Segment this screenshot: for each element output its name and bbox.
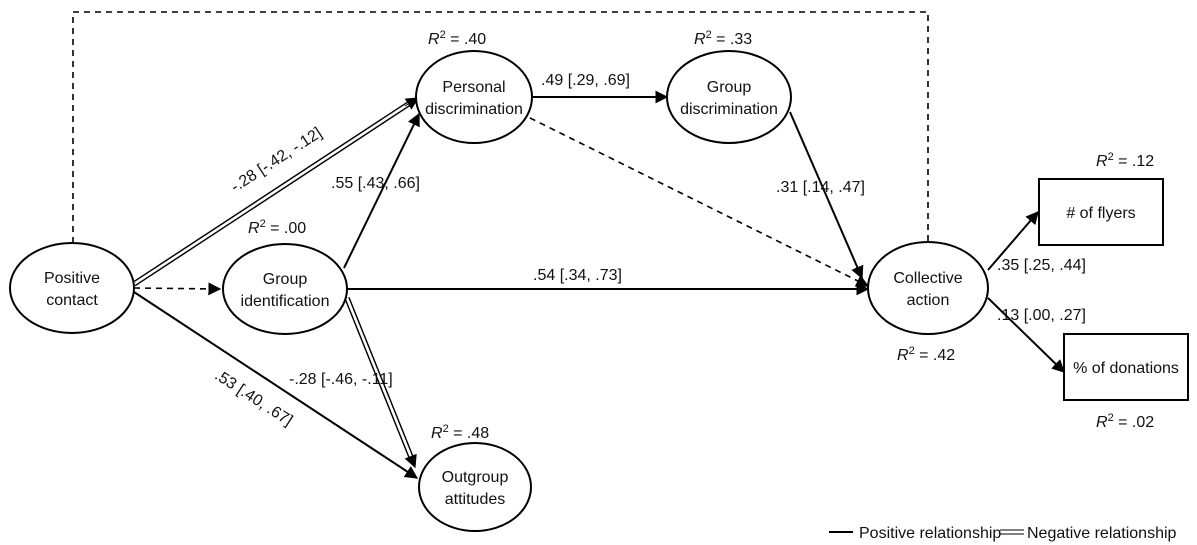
- node-personal-discrimination-label-1: Personal: [442, 79, 505, 96]
- edge-action-to-flyers: [987, 211, 1039, 271]
- node-personal-discrimination-label-2: discrimination: [425, 101, 523, 118]
- node-group-identification: Group identification: [222, 243, 348, 335]
- edge-identification-to-outgroup: [344, 296, 417, 469]
- node-outgroup-attitudes-label-2: attitudes: [445, 491, 505, 508]
- r2-personal-discrimination: R2 = .40: [428, 29, 486, 48]
- r2-group-identification: R2 = .00: [248, 218, 306, 237]
- edge-label-group-to-action: .31 [.14, .47]: [776, 179, 865, 196]
- node-positive-contact-label-2: contact: [46, 292, 98, 309]
- edge-label-contact-to-outgroup: .53 [.40, .67]: [212, 367, 296, 430]
- edge-contact-to-outgroup: [133, 291, 419, 479]
- legend-negative-label: Negative relationship: [1027, 525, 1177, 542]
- edge-label-identification-to-personal: .55 [.43, .66]: [331, 175, 420, 192]
- edge-group-to-action: [789, 111, 864, 280]
- edge-identification-to-personal: [343, 112, 420, 269]
- edge-label-contact-to-personal: -.28 [-.42, -.12]: [228, 125, 325, 196]
- edge-contact-to-identification: [133, 282, 222, 296]
- r2-flyers: R2 = .12: [1096, 151, 1154, 170]
- r2-group-discrimination: R2 = .33: [694, 29, 752, 48]
- node-group-discrimination-label-1: Group: [707, 79, 752, 96]
- node-flyers-label: # of flyers: [1066, 205, 1135, 222]
- legend-positive-label: Positive relationship: [859, 525, 1001, 542]
- node-group-discrimination: Group discrimination: [666, 50, 792, 144]
- node-outgroup-attitudes-label-1: Outgroup: [442, 469, 509, 486]
- node-group-identification-label-1: Group: [263, 271, 308, 288]
- node-donations-label: % of donations: [1073, 360, 1179, 377]
- edge-label-identification-to-action: .54 [.34, .73]: [533, 267, 622, 284]
- legend: Positive relationship Negative relations…: [829, 525, 1177, 542]
- node-collective-action-label-2: action: [907, 292, 950, 309]
- node-positive-contact: Positive contact: [9, 242, 135, 334]
- r2-collective-action: R2 = .42: [897, 345, 955, 364]
- edge-label-personal-to-group: .49 [.29, .69]: [541, 72, 630, 89]
- r2-outgroup-attitudes: R2 = .48: [431, 423, 489, 442]
- r2-donations: R2 = .02: [1096, 412, 1154, 431]
- edge-label-action-to-flyers: .35 [.25, .44]: [997, 257, 1086, 274]
- edge-label-identification-to-outgroup: -.28 [-.46, -.11]: [289, 371, 393, 388]
- edge-personal-to-action: [519, 112, 870, 287]
- node-donations: % of donations: [1063, 333, 1189, 401]
- node-personal-discrimination: Personal discrimination: [415, 50, 533, 144]
- edge-action-to-donations: [987, 297, 1065, 373]
- node-group-identification-label-2: identification: [241, 293, 330, 310]
- node-collective-action-label-1: Collective: [893, 270, 962, 287]
- node-flyers: # of flyers: [1038, 178, 1164, 246]
- edge-label-action-to-donations: .13 [.00, .27]: [997, 307, 1086, 324]
- node-outgroup-attitudes: Outgroup attitudes: [418, 442, 532, 532]
- node-positive-contact-label-1: Positive: [44, 270, 100, 287]
- node-collective-action: Collective action: [867, 241, 989, 335]
- edge-contact-to-action-dashed: [72, 11, 935, 260]
- node-group-discrimination-label-2: discrimination: [680, 101, 778, 118]
